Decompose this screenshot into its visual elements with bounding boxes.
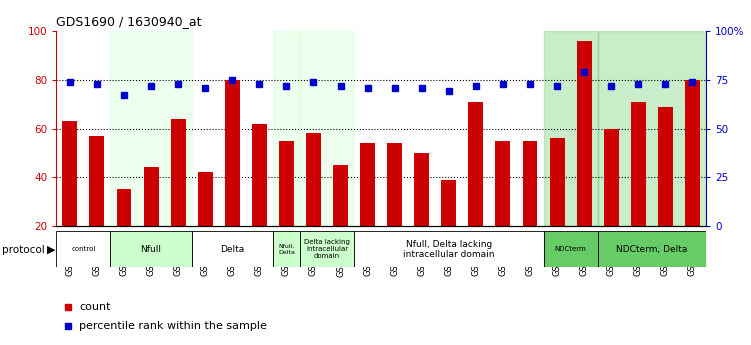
Bar: [300, 31, 354, 226]
Bar: [388, 143, 402, 226]
Text: Nfull: Nfull: [140, 245, 161, 254]
Bar: [544, 31, 598, 226]
Bar: [279, 141, 294, 226]
Bar: [631, 102, 646, 226]
Text: protocol: protocol: [2, 245, 45, 255]
Bar: [192, 231, 273, 267]
Bar: [56, 231, 110, 267]
Bar: [306, 134, 321, 226]
Bar: [110, 31, 192, 226]
Bar: [598, 231, 706, 267]
Bar: [198, 172, 213, 226]
Bar: [273, 231, 300, 267]
Bar: [658, 107, 673, 226]
Bar: [225, 80, 240, 226]
Bar: [415, 153, 429, 226]
Bar: [252, 124, 267, 226]
Text: Nfull, Delta lacking
intracellular domain: Nfull, Delta lacking intracellular domai…: [403, 239, 495, 259]
Text: percentile rank within the sample: percentile rank within the sample: [79, 321, 267, 331]
Bar: [143, 168, 158, 226]
Bar: [89, 136, 104, 226]
Bar: [685, 80, 700, 226]
Text: Nfull,
Delta: Nfull, Delta: [278, 244, 295, 255]
Text: Delta: Delta: [220, 245, 244, 254]
Bar: [469, 102, 484, 226]
Bar: [300, 231, 354, 267]
Text: Delta lacking
intracellular
domain: Delta lacking intracellular domain: [304, 239, 350, 259]
Bar: [598, 31, 706, 226]
Bar: [116, 189, 131, 226]
Bar: [360, 143, 375, 226]
Bar: [523, 141, 538, 226]
Bar: [354, 231, 544, 267]
Bar: [550, 138, 565, 226]
Bar: [577, 41, 592, 226]
Bar: [110, 231, 192, 267]
Bar: [333, 165, 348, 226]
Bar: [496, 141, 511, 226]
Bar: [604, 128, 619, 226]
Text: GDS1690 / 1630940_at: GDS1690 / 1630940_at: [56, 16, 202, 29]
Bar: [170, 119, 185, 226]
Bar: [442, 180, 457, 226]
Text: ▶: ▶: [47, 245, 56, 255]
Bar: [62, 121, 77, 226]
Text: NDCterm: NDCterm: [555, 246, 587, 252]
Text: NDCterm, Delta: NDCterm, Delta: [616, 245, 687, 254]
Bar: [273, 31, 300, 226]
Bar: [544, 231, 598, 267]
Text: control: control: [71, 246, 95, 252]
Text: count: count: [79, 302, 110, 312]
